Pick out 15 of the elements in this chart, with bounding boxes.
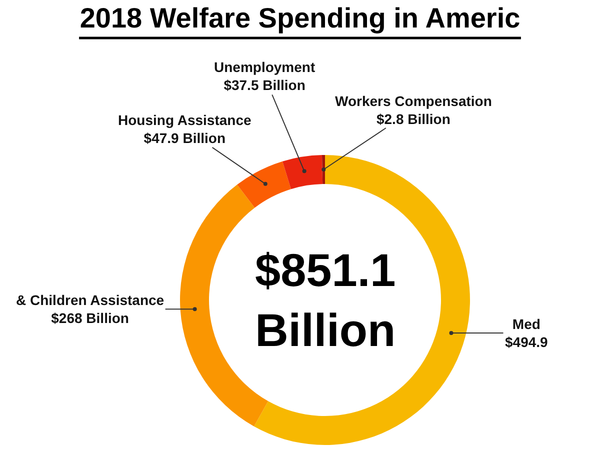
donut-slice xyxy=(282,155,323,190)
data-label: $37.5 Billion xyxy=(224,77,306,94)
slice-label: Unemployment xyxy=(214,59,316,75)
chart-title: 2018 Welfare Spending in Americ xyxy=(80,2,520,34)
data-label: $268 Billion xyxy=(51,310,129,326)
slice-label: Housing Assistance xyxy=(118,112,252,128)
slice-label: Med xyxy=(512,316,540,332)
slice-label: & Children Assistance xyxy=(16,292,164,308)
data-label: $2.8 Billion xyxy=(376,111,450,128)
data-label: $494.9 xyxy=(505,334,548,350)
donut-slice xyxy=(237,161,291,208)
donut-slice xyxy=(254,155,470,445)
slice-label: Workers Compensation xyxy=(335,93,492,109)
text: $851.1 Billion xyxy=(255,244,396,356)
data-label: $47.9 Billion xyxy=(144,130,226,146)
